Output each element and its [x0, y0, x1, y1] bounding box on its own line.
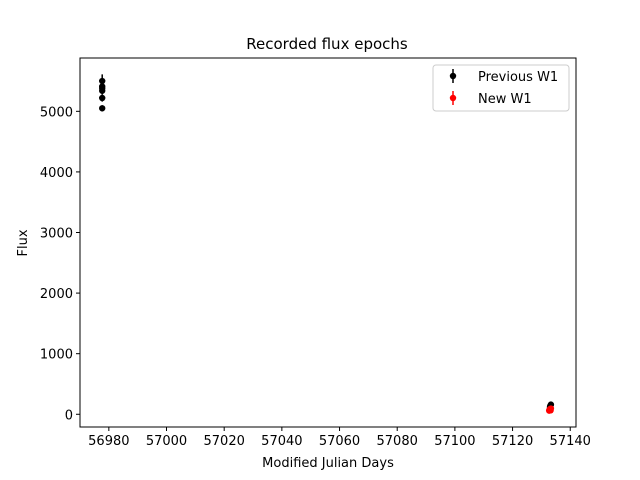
y-tick-label: 4000 [40, 166, 73, 181]
y-tick-label: 3000 [40, 227, 73, 242]
x-tick-label: 57020 [204, 434, 245, 449]
legend-box [432, 64, 570, 112]
x-tick-label: 57140 [550, 434, 591, 449]
x-axis-label: Modified Julian Days [262, 456, 394, 471]
data-point [99, 105, 106, 112]
y-tick-label: 2000 [40, 287, 73, 302]
legend-entry-previous-w1: Previous W1 [449, 69, 558, 85]
x-tick-label: 57000 [146, 434, 187, 449]
series-layer [99, 74, 555, 414]
y-tick-label: 5000 [40, 105, 73, 120]
x-tick-label: 57040 [261, 434, 302, 449]
series-new-w1 [545, 405, 555, 414]
x-tick-label: 56980 [88, 434, 129, 449]
legend-marker-new-w1 [449, 94, 457, 102]
legend-label-previous-w1: Previous W1 [478, 70, 558, 85]
legend-entry-new-w1: New W1 [449, 91, 532, 107]
y-axis-label: Flux [16, 229, 31, 256]
y-tick-label: 0 [65, 408, 73, 423]
data-point [547, 405, 555, 412]
legend: Previous W1 New W1 [432, 64, 570, 112]
data-point [99, 77, 106, 85]
y-axis-ticks: 0 1000 2000 3000 4000 5000 [40, 105, 80, 423]
x-tick-label: 57100 [434, 434, 475, 449]
x-tick-label: 57080 [377, 434, 418, 449]
legend-marker-previous-w1 [449, 72, 457, 80]
x-tick-label: 57120 [492, 434, 533, 449]
data-point [99, 94, 106, 102]
x-axis-ticks: 56980 57000 57020 57040 57060 57080 57100 57120… [88, 427, 591, 449]
x-tick-label: 57060 [319, 434, 360, 449]
chart-title: Recorded flux epochs [246, 35, 408, 53]
legend-label-new-w1: New W1 [478, 92, 532, 107]
axes-frame [79, 57, 577, 428]
y-tick-label: 1000 [40, 348, 73, 363]
